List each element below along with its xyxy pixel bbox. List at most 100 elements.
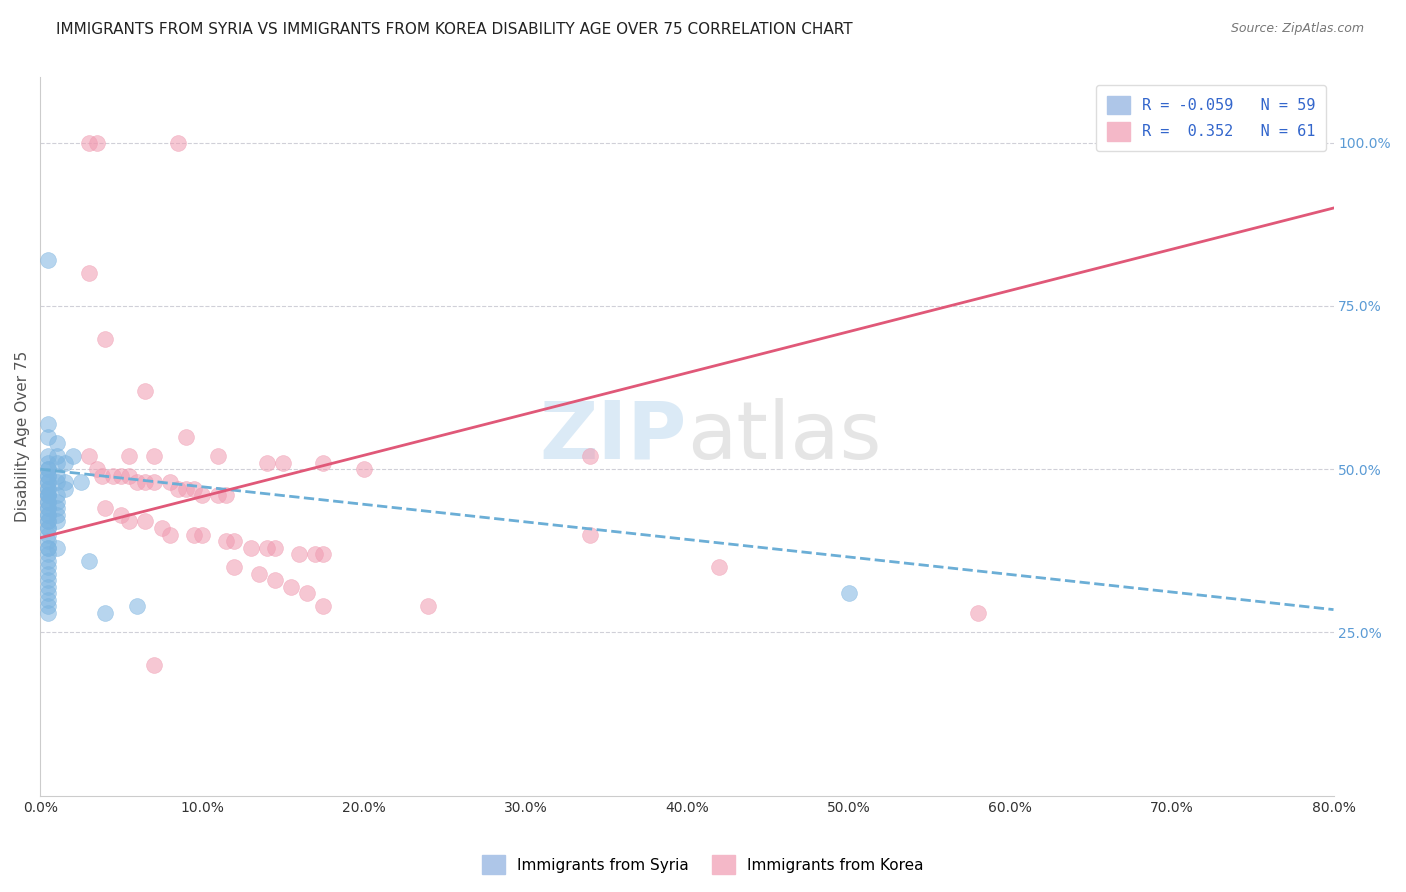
- Text: ZIP: ZIP: [540, 398, 688, 475]
- Point: [118, 468, 141, 483]
- Point: [37, 515, 59, 529]
- Point: [150, 521, 173, 535]
- Point: [37, 554, 59, 568]
- Point: [127, 599, 149, 614]
- Text: Source: ZipAtlas.com: Source: ZipAtlas.com: [1230, 22, 1364, 36]
- Point: [247, 566, 270, 581]
- Point: [191, 527, 214, 541]
- Point: [37, 599, 59, 614]
- Point: [312, 456, 335, 470]
- Point: [37, 534, 59, 549]
- Point: [37, 521, 59, 535]
- Point: [69, 475, 91, 490]
- Text: IMMIGRANTS FROM SYRIA VS IMMIGRANTS FROM KOREA DISABILITY AGE OVER 75 CORRELATIO: IMMIGRANTS FROM SYRIA VS IMMIGRANTS FROM…: [56, 22, 853, 37]
- Point: [90, 468, 112, 483]
- Point: [166, 482, 188, 496]
- Point: [37, 482, 59, 496]
- Point: [191, 488, 214, 502]
- Point: [967, 606, 990, 620]
- Point: [263, 573, 285, 587]
- Point: [37, 488, 59, 502]
- Point: [37, 449, 59, 463]
- Point: [353, 462, 375, 476]
- Point: [579, 449, 602, 463]
- Point: [37, 521, 59, 535]
- Point: [142, 475, 165, 490]
- Point: [53, 456, 76, 470]
- Point: [45, 501, 67, 516]
- Point: [215, 534, 238, 549]
- Point: [37, 468, 59, 483]
- Point: [37, 541, 59, 555]
- Point: [134, 515, 156, 529]
- Point: [37, 495, 59, 509]
- Point: [37, 560, 59, 574]
- Point: [86, 136, 108, 150]
- Point: [418, 599, 440, 614]
- Point: [174, 482, 197, 496]
- Point: [77, 449, 100, 463]
- Legend: R = -0.059   N = 59, R =  0.352   N = 61: R = -0.059 N = 59, R = 0.352 N = 61: [1095, 85, 1326, 152]
- Point: [256, 456, 278, 470]
- Y-axis label: Disability Age Over 75: Disability Age Over 75: [15, 351, 30, 522]
- Point: [45, 475, 67, 490]
- Point: [118, 515, 141, 529]
- Point: [94, 501, 117, 516]
- Point: [37, 475, 59, 490]
- Point: [37, 462, 59, 476]
- Point: [45, 449, 67, 463]
- Point: [37, 475, 59, 490]
- Point: [37, 515, 59, 529]
- Point: [37, 586, 59, 600]
- Point: [53, 482, 76, 496]
- Point: [45, 436, 67, 450]
- Point: [1274, 136, 1296, 150]
- Point: [288, 547, 311, 561]
- Point: [224, 560, 246, 574]
- Point: [37, 488, 59, 502]
- Point: [45, 541, 67, 555]
- Point: [183, 527, 205, 541]
- Point: [37, 429, 59, 443]
- Point: [37, 541, 59, 555]
- Point: [45, 508, 67, 522]
- Point: [37, 488, 59, 502]
- Point: [37, 566, 59, 581]
- Point: [37, 495, 59, 509]
- Point: [37, 501, 59, 516]
- Point: [838, 586, 860, 600]
- Point: [94, 332, 117, 346]
- Legend: Immigrants from Syria, Immigrants from Korea: Immigrants from Syria, Immigrants from K…: [477, 849, 929, 880]
- Point: [312, 599, 335, 614]
- Point: [45, 468, 67, 483]
- Point: [37, 547, 59, 561]
- Point: [37, 468, 59, 483]
- Point: [579, 527, 602, 541]
- Point: [37, 606, 59, 620]
- Point: [77, 554, 100, 568]
- Point: [215, 488, 238, 502]
- Point: [37, 508, 59, 522]
- Point: [224, 534, 246, 549]
- Point: [77, 136, 100, 150]
- Point: [183, 482, 205, 496]
- Point: [118, 449, 141, 463]
- Point: [37, 592, 59, 607]
- Point: [256, 541, 278, 555]
- Point: [37, 527, 59, 541]
- Point: [37, 456, 59, 470]
- Point: [271, 456, 294, 470]
- Point: [37, 482, 59, 496]
- Point: [62, 449, 84, 463]
- Point: [280, 580, 302, 594]
- Point: [127, 475, 149, 490]
- Point: [207, 449, 229, 463]
- Point: [263, 541, 285, 555]
- Point: [45, 495, 67, 509]
- Point: [86, 462, 108, 476]
- Point: [94, 606, 117, 620]
- Point: [45, 456, 67, 470]
- Point: [142, 658, 165, 673]
- Point: [37, 573, 59, 587]
- Point: [239, 541, 262, 555]
